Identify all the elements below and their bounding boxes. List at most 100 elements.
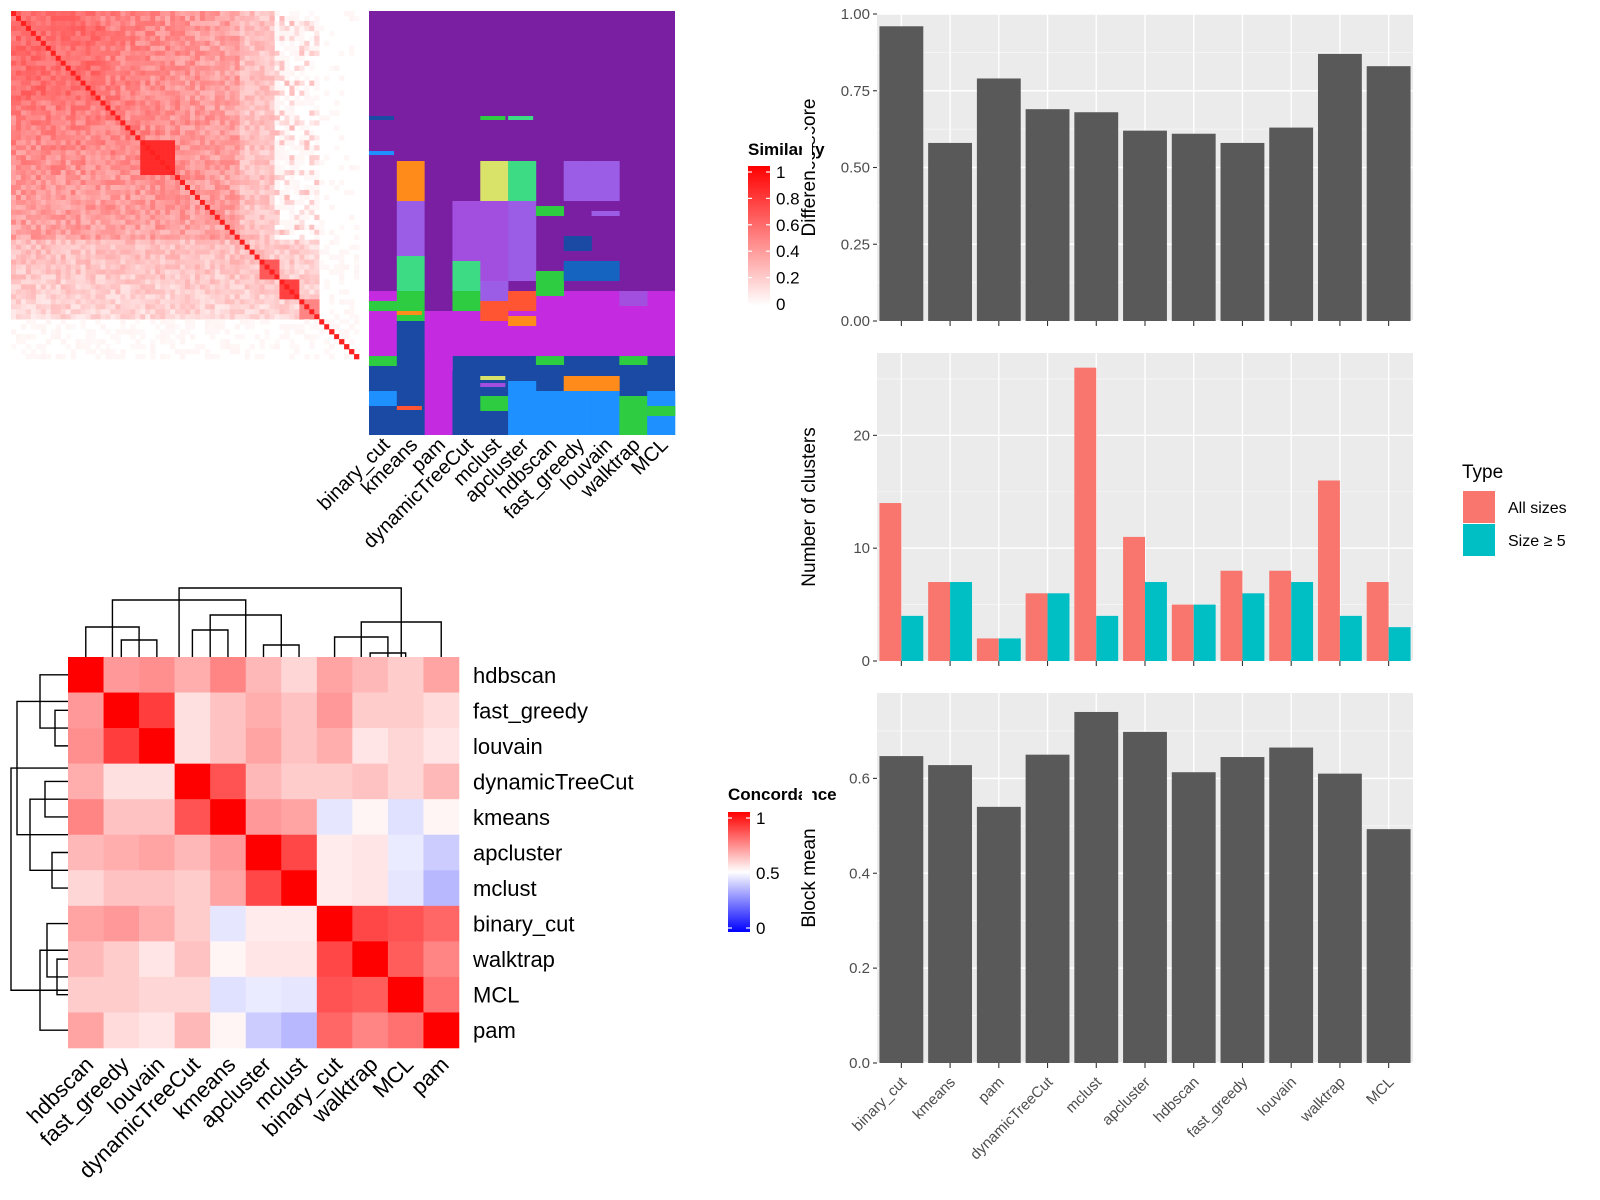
similarity-cell bbox=[25, 224, 32, 231]
similarity-cell bbox=[135, 100, 141, 106]
similarity-cell bbox=[185, 70, 191, 76]
similarity-cell bbox=[239, 304, 245, 310]
similarity-cell bbox=[264, 20, 270, 27]
similarity-cell bbox=[95, 279, 101, 285]
similarity-cell bbox=[209, 45, 216, 52]
similarity-cell bbox=[185, 140, 191, 146]
similarity-cell bbox=[324, 279, 330, 285]
cluster-strip-segment bbox=[591, 376, 620, 391]
similarity-cell bbox=[279, 40, 285, 47]
concordance-cell bbox=[174, 941, 211, 978]
similarity-cell bbox=[254, 135, 260, 141]
similarity-cell bbox=[125, 209, 131, 216]
similarity-cell bbox=[234, 239, 240, 245]
similarity-cell bbox=[15, 309, 22, 315]
similarity-cell bbox=[185, 90, 191, 96]
similarity-cell bbox=[229, 90, 236, 96]
similarity-cell bbox=[45, 85, 52, 91]
similarity-cell bbox=[189, 15, 196, 22]
similarity-cell bbox=[145, 135, 151, 141]
similarity-cell bbox=[45, 269, 52, 275]
similarity-cell bbox=[180, 11, 186, 17]
similarity-cell bbox=[209, 120, 216, 126]
similarity-cell bbox=[299, 45, 305, 52]
similarity-cell bbox=[274, 150, 280, 156]
similarity-cell bbox=[199, 314, 206, 320]
similarity-cell bbox=[85, 175, 91, 181]
similarity-cell bbox=[229, 160, 236, 166]
similarity-cell bbox=[160, 175, 166, 181]
similarity-cell bbox=[189, 299, 196, 305]
similarity-cell bbox=[95, 105, 101, 111]
similarity-cell bbox=[314, 160, 320, 166]
similarity-cell bbox=[224, 274, 231, 280]
similarity-cell bbox=[170, 80, 176, 86]
similarity-cell bbox=[130, 75, 136, 81]
similarity-cell bbox=[249, 140, 255, 146]
similarity-cell bbox=[115, 204, 121, 211]
similarity-cell bbox=[70, 50, 76, 57]
y-axis-title: Number of clusters bbox=[799, 427, 820, 586]
similarity-cell bbox=[165, 299, 171, 305]
similarity-cell bbox=[90, 304, 96, 310]
similarity-cell bbox=[284, 170, 290, 176]
similarity-cell bbox=[80, 60, 86, 66]
similarity-cell bbox=[70, 264, 76, 270]
similarity-cell bbox=[105, 55, 111, 62]
similarity-cell bbox=[209, 254, 216, 260]
similarity-cell bbox=[219, 50, 226, 57]
similarity-cell bbox=[145, 209, 151, 216]
similarity-cell bbox=[204, 11, 211, 17]
similarity-cell bbox=[264, 194, 270, 201]
similarity-cell bbox=[244, 274, 250, 280]
similarity-cell bbox=[75, 314, 81, 320]
similarity-cell bbox=[249, 299, 255, 305]
similarity-cell bbox=[329, 329, 335, 335]
similarity-cell bbox=[55, 309, 62, 315]
similarity-cell bbox=[259, 299, 265, 305]
similarity-cell bbox=[110, 100, 116, 106]
similarity-cell bbox=[65, 304, 71, 310]
similarity-cell bbox=[130, 259, 136, 265]
similarity-cell bbox=[219, 75, 226, 81]
similarity-cell bbox=[269, 274, 275, 280]
similarity-cell bbox=[274, 254, 280, 260]
similarity-cell bbox=[120, 80, 126, 86]
similarity-cell bbox=[294, 219, 300, 226]
similarity-cell bbox=[254, 244, 260, 250]
similarity-cell bbox=[135, 299, 141, 305]
similarity-cell bbox=[125, 229, 131, 236]
similarity-cell bbox=[45, 75, 52, 81]
similarity-cell bbox=[105, 155, 111, 161]
similarity-cell bbox=[140, 194, 146, 201]
similarity-cell bbox=[45, 130, 52, 136]
similarity-cell bbox=[20, 120, 27, 126]
similarity-cell bbox=[95, 85, 101, 91]
similarity-cell bbox=[80, 319, 86, 325]
similarity-cell bbox=[299, 30, 305, 37]
similarity-cell bbox=[180, 175, 186, 181]
similarity-cell bbox=[55, 294, 62, 300]
similarity-cell bbox=[145, 189, 151, 196]
similarity-cell bbox=[135, 105, 141, 111]
similarity-cell bbox=[40, 15, 47, 22]
similarity-cell bbox=[85, 135, 91, 141]
similarity-cell bbox=[60, 30, 66, 37]
similarity-cell bbox=[304, 249, 310, 255]
similarity-cell bbox=[229, 30, 236, 37]
similarity-cell bbox=[264, 25, 270, 32]
similarity-cell bbox=[130, 189, 136, 196]
similarity-cell bbox=[194, 15, 201, 22]
similarity-cell bbox=[175, 100, 181, 106]
similarity-cell bbox=[140, 40, 146, 47]
similarity-cell bbox=[35, 219, 42, 226]
similarity-cell bbox=[170, 160, 176, 166]
similarity-cell bbox=[254, 120, 260, 126]
similarity-cell bbox=[110, 204, 116, 211]
similarity-cell bbox=[264, 65, 270, 71]
similarity-cell bbox=[60, 20, 66, 27]
similarity-cell bbox=[70, 209, 76, 216]
similarity-cell bbox=[110, 50, 116, 57]
similarity-cell bbox=[209, 145, 216, 151]
similarity-cell bbox=[45, 175, 52, 181]
